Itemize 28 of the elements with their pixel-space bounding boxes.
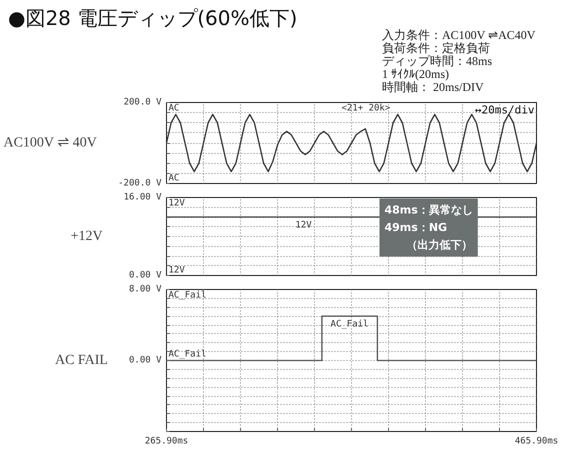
annotation: 12V <box>168 198 186 208</box>
y-tick-label: 8.00 V <box>128 284 162 294</box>
y-tick-label: 16.00 V <box>124 192 162 202</box>
annotation: AC_Fail <box>168 350 206 360</box>
y-axis-title: AC100V ⇌ 40V <box>3 136 97 150</box>
text: ディップ時間：48ms <box>382 54 492 68</box>
x-tick-label: 465.90ms <box>514 436 558 446</box>
chart-title: ●図28 電圧ディップ(60%低下) <box>8 5 298 32</box>
y-tick-label: 0.00 V <box>128 270 162 280</box>
text: 入力条件：AC100V ⇌AC40V <box>382 28 536 42</box>
text: 1 ｻｲｸﾙ(20ms) <box>382 67 449 81</box>
annotation: ↔20ms/div <box>474 104 535 116</box>
text: 時間軸： 20ms/DIV <box>382 80 484 94</box>
y-axis-title: +12V <box>70 229 103 244</box>
annotation: AC <box>168 174 180 184</box>
x-tick-label: 265.90ms <box>144 436 188 446</box>
annotation: 12V <box>295 220 312 230</box>
annotation: AC_Fail <box>168 290 206 300</box>
annotation: <21+ 20k> <box>342 104 391 114</box>
y-tick-label: 0.00 V <box>128 356 162 366</box>
annotation: 12V <box>168 266 186 276</box>
text: 負荷条件：定格負荷 <box>382 41 490 55</box>
y-axis-title: AC FAIL <box>54 353 108 368</box>
annotation: AC_Fail <box>330 320 368 330</box>
y-tick-label: 200.0 V <box>124 98 162 108</box>
y-tick-label: -200.0 V <box>118 178 162 188</box>
annotation: AC <box>168 104 180 114</box>
annotation: 48ms：異常なし 49ms：NG （出力低下） <box>384 204 473 252</box>
